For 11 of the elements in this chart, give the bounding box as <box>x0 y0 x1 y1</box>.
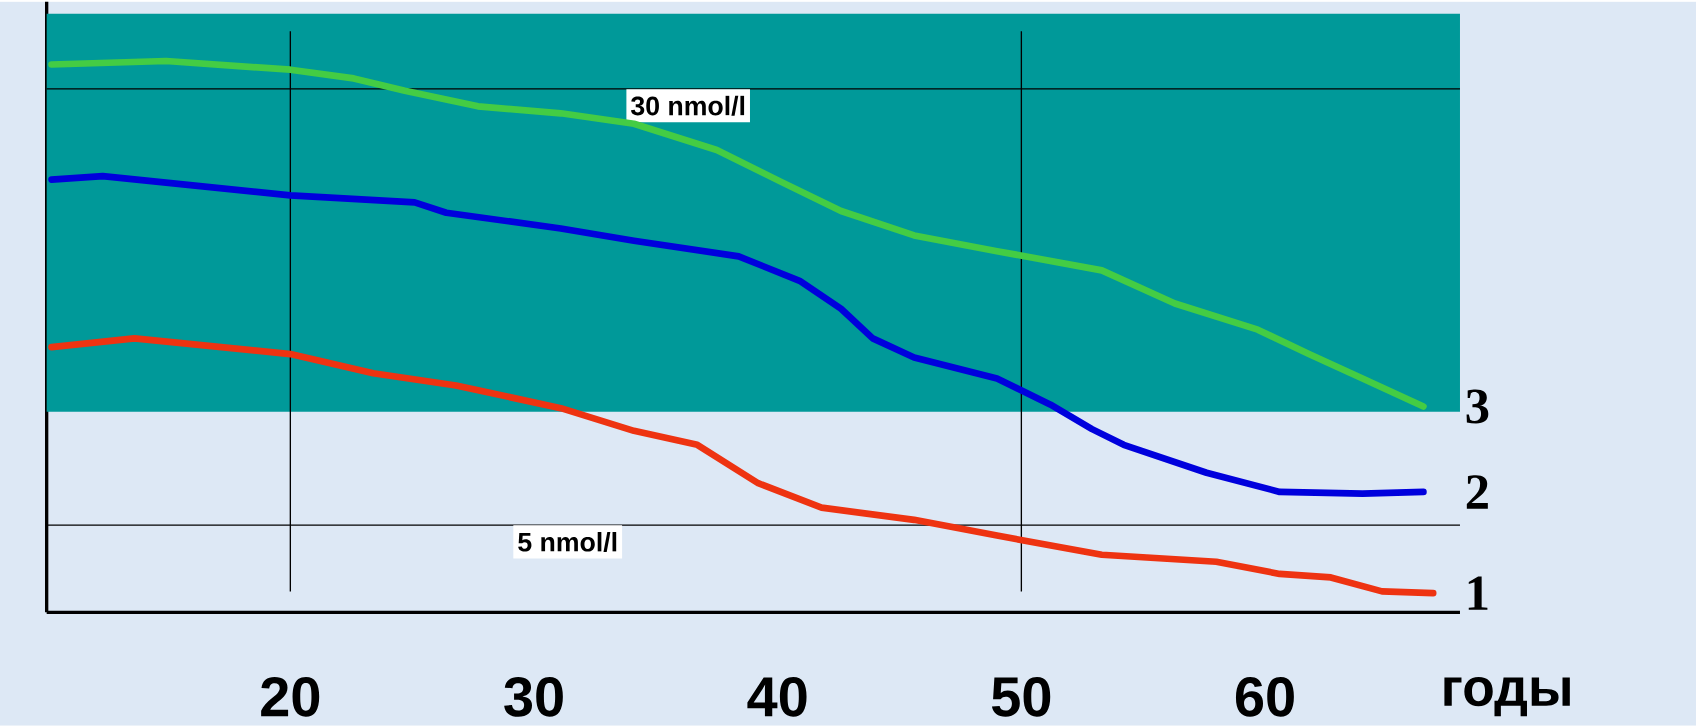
x-tick-label: 20 <box>261 677 320 717</box>
ref-line-label: 30 nmol/l <box>631 96 745 116</box>
x-tick-label: 60 <box>1235 677 1294 717</box>
x-axis-title: годы <box>1444 677 1570 717</box>
x-tick-label: 50 <box>991 677 1051 717</box>
x-tick-label: 40 <box>747 677 807 717</box>
series-label: 2 <box>1466 475 1488 509</box>
series-label: 3 <box>1466 389 1489 424</box>
series-label: 1 <box>1468 576 1488 611</box>
x-tick-label: 30 <box>504 677 563 717</box>
ref-line-label: 5 nmol/l <box>518 532 617 553</box>
